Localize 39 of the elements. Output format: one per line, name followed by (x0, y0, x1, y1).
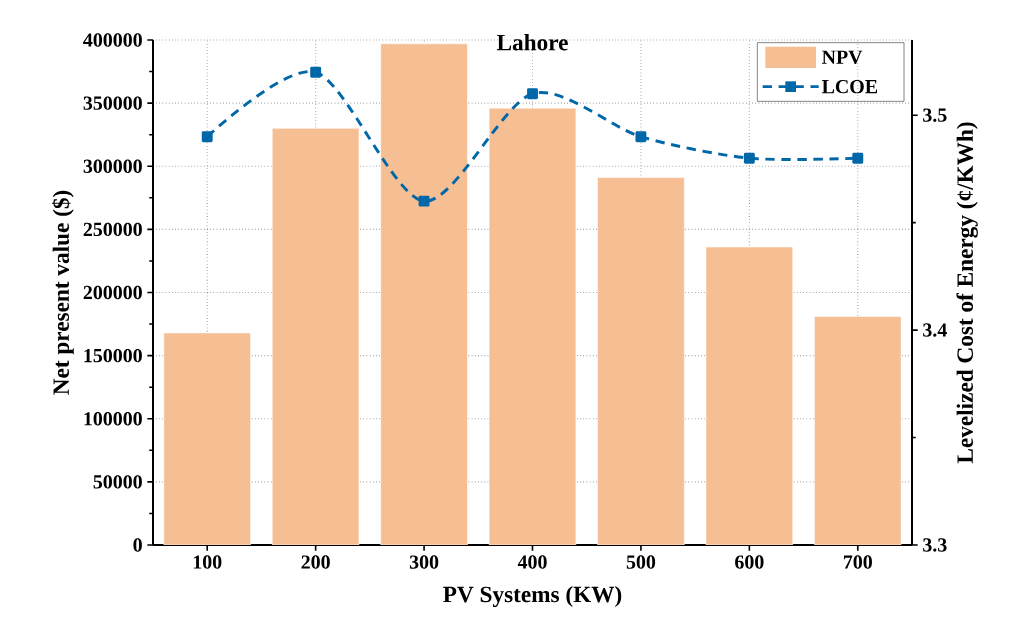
y-tick-label: 250000 (83, 222, 142, 237)
y2-tick-label: 3.4 (923, 323, 947, 337)
y2-axis-title: Levelized Cost of Energy (¢/KWh) (956, 122, 978, 464)
chart-title: Lahore (496, 34, 568, 51)
point (418, 195, 430, 207)
y-tick-label: 0 (133, 538, 142, 552)
bar (705, 246, 793, 545)
bar (488, 107, 577, 545)
legend-label: LCOE (821, 79, 878, 94)
x-tick-label: 600 (735, 555, 764, 569)
point (527, 88, 538, 100)
point (310, 66, 322, 78)
point (635, 131, 647, 143)
x-tick-label: 700 (843, 555, 872, 569)
y-tick-label: 300000 (83, 159, 142, 173)
bar (272, 128, 360, 545)
y-tick-label: 400000 (83, 33, 142, 47)
point (201, 131, 213, 143)
y-tick-label: 150000 (84, 348, 142, 363)
x-axis-title: PV Systems (KW) (443, 585, 622, 608)
y-tick-label: 50000 (93, 475, 142, 489)
x-tick-label: 500 (626, 555, 656, 569)
x-tick-label: 200 (301, 555, 330, 569)
y-tick-label: 350000 (83, 96, 142, 110)
y2-tick-label: 3.5 (923, 108, 947, 122)
x-tick-label: 400 (517, 555, 547, 569)
bar (380, 43, 468, 545)
y-tick-label: 100000 (84, 412, 142, 426)
y2-tick-label: 3.3 (923, 538, 947, 552)
point (852, 152, 864, 164)
y-tick-label: 200000 (83, 285, 142, 300)
bar (597, 177, 685, 545)
legend-label: NPV (821, 50, 863, 64)
point (743, 152, 755, 164)
bar (814, 316, 902, 545)
bar (163, 332, 251, 545)
x-tick-label: 100 (193, 555, 222, 569)
x-tick-label: 300 (409, 555, 439, 569)
y-axis-title: Net present value ($) (51, 190, 74, 395)
